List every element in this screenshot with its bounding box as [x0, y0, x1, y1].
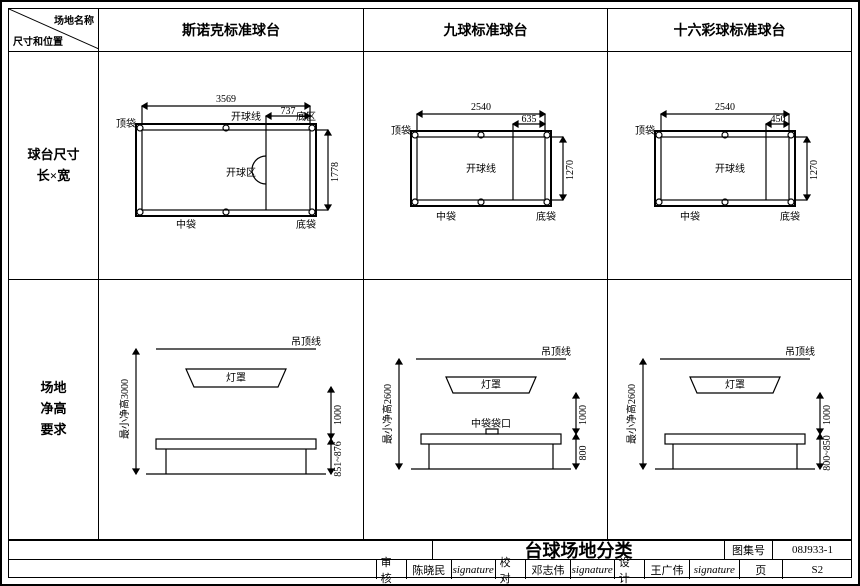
col-snooker: 斯诺克标准球台	[99, 9, 364, 52]
svg-text:中袋袋口: 中袋袋口	[471, 417, 511, 430]
svg-text:中袋: 中袋	[436, 210, 456, 223]
nineball-elev-cell: 吊顶线 灯罩 中袋袋口 最小净高2600 1000 800	[364, 279, 608, 539]
col-sixteen: 十六彩球标准球台	[608, 9, 852, 52]
auditor: 陈晓民	[406, 560, 450, 579]
page-label: 页	[739, 560, 782, 579]
auditor-sign: signature	[451, 560, 495, 579]
svg-text:顶袋: 顶袋	[391, 124, 411, 137]
sixteen-plan-cell: 2540 450 1270 顶袋 开球线 中袋 底袋	[608, 52, 852, 280]
svg-text:底袋: 底袋	[780, 210, 800, 223]
svg-text:中袋: 中袋	[680, 210, 700, 223]
svg-text:灯罩: 灯罩	[481, 379, 501, 391]
svg-text:灯罩: 灯罩	[226, 372, 246, 384]
svg-text:2540: 2540	[471, 102, 491, 113]
row1-label-1: 球台尺寸	[9, 145, 98, 166]
svg-text:顶袋: 顶袋	[635, 124, 655, 137]
nineball-plan-cell: 2540 635 1270 顶袋 开球线 中袋 底袋	[364, 52, 608, 280]
design-label: 设计	[614, 560, 645, 579]
page-no: S2	[782, 560, 852, 579]
title-block: 台球场地分类 图集号 08J933-1 审核 陈晓民 signature 校对 …	[8, 540, 852, 578]
corner-header: 场地名称 尺寸和位置	[9, 9, 99, 52]
svg-text:吊顶线: 吊顶线	[541, 345, 571, 358]
svg-text:635: 635	[521, 114, 536, 125]
snooker-plan-cell: 3569 737 1778 顶袋 开球线 底区 开球区 中袋 底袋	[99, 52, 364, 280]
row1-header: 球台尺寸 长×宽	[9, 52, 99, 280]
snooker-elev: 吊顶线 灯罩 最小净高3000 1000 851~876	[106, 309, 356, 509]
snooker-elev-cell: 吊顶线 灯罩 最小净高3000 1000 851~876	[99, 279, 364, 539]
designer-sign: signature	[689, 560, 739, 579]
svg-text:800: 800	[578, 446, 589, 461]
drawing-page: 场地名称 尺寸和位置 斯诺克标准球台 九球标准球台 十六彩球标准球台 球台尺寸 …	[0, 0, 860, 586]
row2-label-1: 场地	[9, 378, 98, 399]
drawing-title: 台球场地分类	[432, 541, 724, 559]
nineball-plan: 2540 635 1270 顶袋 开球线 中袋 底袋	[371, 76, 601, 256]
svg-text:开球区: 开球区	[226, 166, 256, 179]
checker: 邓志伟	[525, 560, 569, 579]
atlas-label: 图集号	[724, 541, 772, 559]
col-nineball: 九球标准球台	[364, 9, 608, 52]
svg-text:737: 737	[281, 106, 296, 117]
corner-bottom-label: 尺寸和位置	[13, 33, 63, 48]
svg-text:851~876: 851~876	[333, 442, 344, 477]
svg-text:灯罩: 灯罩	[725, 379, 745, 391]
svg-text:吊顶线: 吊顶线	[291, 335, 321, 348]
svg-text:最小净高2600: 最小净高2600	[625, 384, 638, 444]
svg-text:底区: 底区	[296, 110, 316, 123]
svg-text:底袋: 底袋	[536, 210, 556, 223]
svg-text:最小净高2600: 最小净高2600	[381, 384, 394, 444]
atlas-no: 08J933-1	[772, 541, 852, 559]
row2-label-3: 要求	[9, 420, 98, 441]
svg-text:开球线: 开球线	[466, 162, 496, 175]
svg-text:1270: 1270	[809, 160, 820, 180]
svg-text:最小净高3000: 最小净高3000	[118, 379, 131, 439]
svg-text:底袋: 底袋	[296, 218, 316, 231]
svg-text:开球线: 开球线	[715, 162, 745, 175]
svg-text:1000: 1000	[578, 405, 589, 425]
snooker-plan: 3569 737 1778 顶袋 开球线 底区 开球区 中袋 底袋	[106, 76, 356, 256]
svg-text:开球线: 开球线	[231, 110, 261, 123]
svg-text:2540: 2540	[715, 102, 735, 113]
designer: 王广伟	[644, 560, 688, 579]
sixteen-elev-cell: 吊顶线 灯罩 最小净高2600 1000 800~850	[608, 279, 852, 539]
svg-text:450: 450	[770, 114, 785, 125]
svg-text:1000: 1000	[822, 405, 833, 425]
sixteen-plan: 2540 450 1270 顶袋 开球线 中袋 底袋	[615, 76, 845, 256]
check-label: 校对	[495, 560, 526, 579]
sixteen-elev: 吊顶线 灯罩 最小净高2600 1000 800~850	[615, 309, 845, 509]
svg-text:3569: 3569	[216, 94, 236, 105]
main-grid: 场地名称 尺寸和位置 斯诺克标准球台 九球标准球台 十六彩球标准球台 球台尺寸 …	[8, 8, 852, 540]
svg-text:800~850: 800~850	[822, 436, 833, 471]
nineball-elev: 吊顶线 灯罩 中袋袋口 最小净高2600 1000 800	[371, 309, 601, 509]
audit-label: 审核	[376, 560, 407, 579]
svg-text:1270: 1270	[565, 160, 576, 180]
row2-header: 场地 净高 要求	[9, 279, 99, 539]
row2-label-2: 净高	[9, 399, 98, 420]
row1-label-2: 长×宽	[9, 166, 98, 187]
svg-text:吊顶线: 吊顶线	[785, 345, 815, 358]
svg-text:顶袋: 顶袋	[116, 117, 136, 130]
svg-text:1000: 1000	[333, 405, 344, 425]
svg-text:1778: 1778	[330, 162, 341, 182]
checker-sign: signature	[570, 560, 614, 579]
svg-text:中袋: 中袋	[176, 218, 196, 231]
corner-top-label: 场地名称	[54, 12, 94, 27]
